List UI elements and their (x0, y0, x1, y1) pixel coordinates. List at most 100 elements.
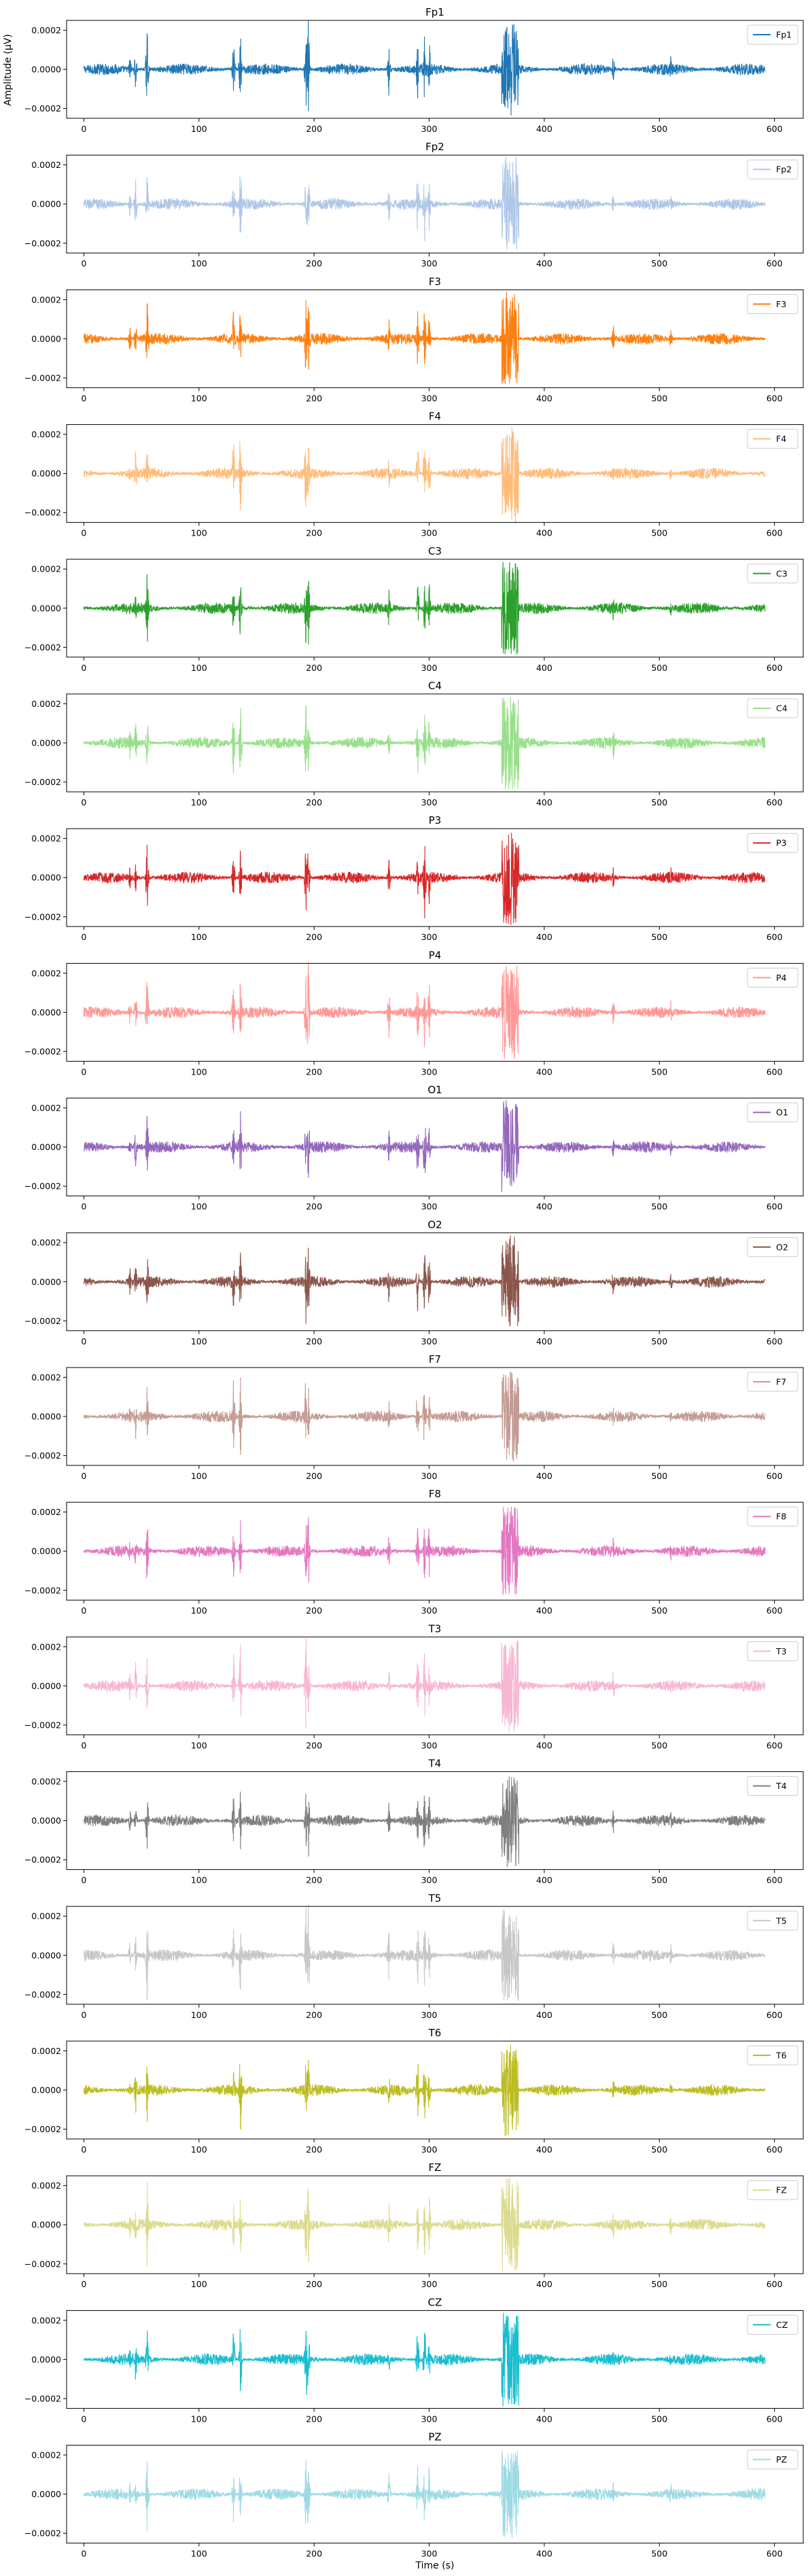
legend-label: CZ (776, 2320, 788, 2330)
y-tick-label: 0.0002 (31, 1238, 61, 1248)
legend-label: FZ (776, 2185, 787, 2195)
legend-box (747, 1506, 798, 1527)
x-tick-label: 100 (191, 932, 207, 942)
y-tick-label: 0.0000 (31, 1412, 61, 1422)
legend-label: F8 (776, 1512, 786, 1522)
x-tick-label: 300 (421, 124, 438, 134)
series-line-cz (84, 2312, 766, 2407)
y-tick-label: 0.0000 (31, 1546, 61, 1556)
y-tick-label: 0.0000 (31, 1681, 61, 1691)
legend-box (747, 24, 798, 45)
x-tick-label: 400 (536, 2010, 552, 2020)
x-tick-label: 200 (306, 2549, 322, 2559)
x-tick-label: 500 (651, 1875, 667, 1885)
x-tick-label: 0 (81, 2010, 86, 2020)
x-tick-label: 100 (191, 663, 207, 673)
x-tick-label: 200 (306, 663, 322, 673)
y-tick-label: −0.0002 (24, 373, 61, 383)
y-tick-label: −0.0002 (24, 1585, 61, 1595)
panel-title: T6 (428, 2027, 442, 2039)
x-tick-label: 300 (421, 1471, 438, 1481)
x-tick-label: 400 (536, 393, 552, 403)
x-tick-label: 200 (306, 528, 322, 538)
x-tick-label: 500 (651, 1605, 667, 1616)
x-tick-label: 200 (306, 932, 322, 942)
x-tick-label: 200 (306, 393, 322, 403)
panel-fp2: Fp2 0.0002 0.0000 −0.0002 0 100 200 300 400 500 60… (24, 141, 804, 268)
series-line-fz (83, 2178, 766, 2272)
y-tick-label: 0.0002 (31, 2180, 61, 2191)
series-line-o2 (83, 1235, 766, 1327)
x-tick-label: 400 (536, 1336, 552, 1346)
y-tick-label: 0.0000 (31, 1142, 61, 1152)
y-tick-label: −0.0002 (24, 1181, 61, 1191)
panel-o1: O1 0.0002 0.0000 −0.0002 0 100 200 300 400 500 600… (24, 1084, 804, 1212)
panel-title: T4 (428, 1758, 442, 1770)
y-tick-label: 0.0002 (31, 1641, 61, 1652)
x-tick-label: 200 (306, 1740, 322, 1750)
x-tick-label: 300 (421, 1875, 438, 1885)
panel-t5: T5 0.0002 0.0000 −0.0002 0 100 200 300 400 500 600… (24, 1892, 804, 2020)
x-tick-label: 600 (767, 1471, 783, 1481)
x-tick-label: 600 (767, 2414, 783, 2424)
x-tick-label: 500 (651, 528, 667, 538)
series-line-f8 (83, 1506, 766, 1595)
x-tick-label: 600 (767, 2549, 783, 2559)
x-tick-label: 0 (81, 2549, 86, 2559)
panel-title: O1 (427, 1084, 442, 1096)
legend-label: T4 (775, 1781, 787, 1791)
panel-title: C4 (428, 680, 442, 692)
x-tick-label: 600 (767, 663, 783, 673)
y-tick-label: 0.0000 (31, 2085, 61, 2095)
y-tick-label: −0.0002 (24, 2259, 61, 2269)
x-tick-label: 200 (306, 1875, 322, 1885)
legend-label: F7 (776, 1377, 786, 1387)
legend-label: F3 (776, 299, 786, 309)
x-tick-label: 300 (421, 2144, 438, 2155)
y-tick-label: −0.0002 (24, 911, 61, 922)
x-tick-label: 200 (306, 797, 322, 807)
series-line-c3 (83, 561, 766, 655)
panel-title: C3 (428, 545, 442, 557)
x-tick-label: 500 (651, 1202, 667, 1212)
x-tick-label: 200 (306, 1202, 322, 1212)
x-tick-label: 500 (651, 663, 667, 673)
legend-box (747, 833, 798, 853)
x-tick-label: 300 (421, 2010, 438, 2020)
x-tick-label: 100 (191, 1605, 207, 1616)
x-tick-label: 100 (191, 258, 207, 268)
eeg-panels: Fp1 0.0002 0.0000 −0.0002 0 100 200 300 400 500 60… (24, 6, 804, 2559)
series-line-t3 (83, 1638, 766, 1733)
x-tick-label: 200 (306, 1336, 322, 1346)
legend-box (747, 1372, 798, 1392)
legend-box (747, 563, 798, 584)
panel-title: T5 (428, 1892, 442, 1904)
x-tick-label: 500 (651, 1336, 667, 1346)
y-tick-label: −0.0002 (24, 2528, 61, 2539)
x-tick-label: 500 (651, 932, 667, 942)
y-tick-label: 0.0002 (31, 699, 61, 709)
x-tick-label: 400 (536, 1740, 552, 1750)
x-tick-label: 500 (651, 1066, 667, 1077)
legend-box (747, 159, 798, 179)
panel-title: F8 (429, 1488, 441, 1500)
y-tick-label: 0.0002 (31, 833, 61, 843)
x-tick-label: 0 (81, 258, 86, 268)
series-line-p4 (83, 962, 766, 1060)
series-line-o1 (83, 1100, 766, 1193)
legend-box (747, 1237, 798, 1257)
x-tick-label: 300 (421, 2414, 438, 2424)
x-tick-label: 0 (81, 1471, 86, 1481)
x-tick-label: 100 (191, 797, 207, 807)
panel-pz: PZ 0.0002 0.0000 −0.0002 0 100 200 300 400 500 600… (24, 2431, 804, 2559)
x-tick-label: 600 (767, 1202, 783, 1212)
panel-title: F4 (429, 411, 441, 423)
x-tick-label: 0 (81, 932, 86, 942)
series-line-t5 (83, 1904, 766, 2002)
x-tick-label: 500 (651, 2144, 667, 2155)
panel-f7: F7 0.0002 0.0000 −0.0002 0 100 200 300 400 500 600… (24, 1353, 804, 1481)
legend-label: Fp1 (776, 30, 792, 40)
x-tick-label: 400 (536, 1875, 552, 1885)
series-line-fp1 (83, 20, 766, 116)
x-tick-label: 500 (651, 797, 667, 807)
